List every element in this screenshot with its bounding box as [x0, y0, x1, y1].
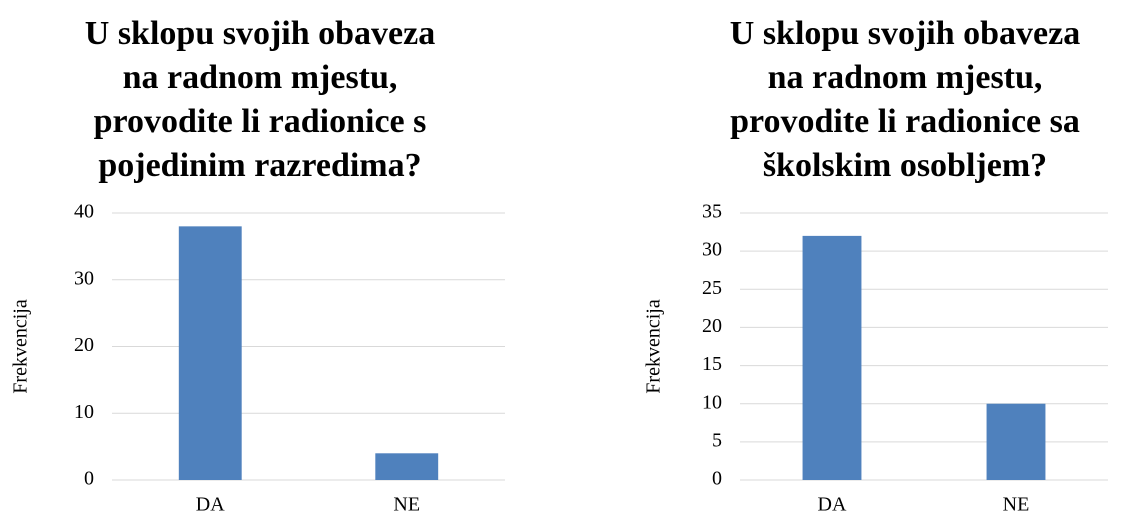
bar [986, 403, 1046, 480]
chart-title: provodite li radionice sa [730, 103, 1080, 140]
x-tick-label: NE [1003, 494, 1030, 516]
chart-title: provodite li radionice s [94, 103, 427, 140]
y-axis-label: Frekvencija [10, 299, 32, 394]
chart-title: na radnom mjestu, [123, 59, 398, 96]
x-tick-label: NE [393, 494, 420, 516]
y-tick-label: 25 [702, 277, 722, 299]
y-tick-label: 35 [702, 201, 722, 223]
bar [375, 453, 439, 480]
y-tick-label: 15 [702, 353, 722, 375]
y-tick-label: 30 [702, 239, 722, 261]
y-tick-label: 0 [84, 468, 94, 490]
x-tick-label: DA [196, 494, 225, 516]
chart-title: U sklopu svojih obaveza [730, 15, 1080, 52]
y-tick-label: 10 [74, 401, 94, 423]
chart-title: pojedinim razredima? [98, 147, 421, 184]
chart-title: U sklopu svojih obaveza [85, 15, 435, 52]
y-axis-label: Frekvencija [643, 299, 665, 394]
y-tick-label: 10 [702, 391, 722, 413]
chart-title: na radnom mjestu, [768, 59, 1043, 96]
bar [802, 235, 862, 480]
y-tick-label: 40 [74, 201, 94, 223]
chart-title: školskim osobljem? [763, 147, 1047, 184]
y-tick-label: 20 [74, 334, 94, 356]
y-tick-label: 20 [702, 315, 722, 337]
x-tick-label: DA [818, 494, 847, 516]
bar [178, 226, 242, 480]
y-tick-label: 30 [74, 267, 94, 289]
y-tick-label: 0 [712, 468, 722, 490]
y-tick-label: 5 [712, 429, 722, 451]
